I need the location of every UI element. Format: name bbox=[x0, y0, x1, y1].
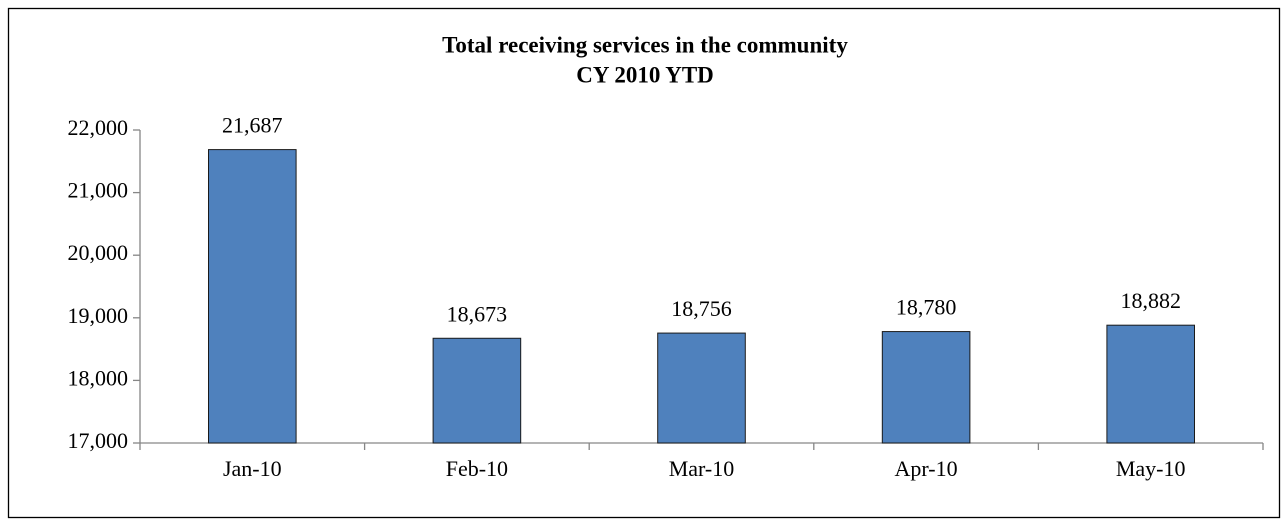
data-label: 18,882 bbox=[1120, 288, 1181, 313]
x-tick-label: Apr-10 bbox=[895, 456, 958, 481]
y-tick-label: 19,000 bbox=[68, 303, 129, 328]
bar bbox=[432, 337, 522, 444]
x-tick-label: Feb-10 bbox=[446, 456, 508, 481]
y-tick-label: 21,000 bbox=[68, 178, 129, 203]
x-tick-label: Jan-10 bbox=[223, 456, 282, 481]
data-label: 18,780 bbox=[896, 295, 957, 320]
x-tick-label: May-10 bbox=[1116, 456, 1186, 481]
bar bbox=[881, 331, 971, 444]
data-label: 21,687 bbox=[222, 113, 283, 138]
data-label: 18,673 bbox=[447, 301, 508, 326]
chart-title: Total receiving services in the communit… bbox=[442, 32, 848, 57]
y-tick-label: 18,000 bbox=[68, 365, 129, 390]
bar bbox=[208, 149, 297, 444]
x-tick-label: Mar-10 bbox=[669, 456, 735, 481]
data-label: 18,756 bbox=[671, 296, 732, 321]
y-tick-label: 22,000 bbox=[68, 115, 129, 140]
bar bbox=[1106, 324, 1195, 444]
chart-title: CY 2010 YTD bbox=[576, 62, 714, 87]
bar bbox=[657, 332, 746, 444]
y-tick-label: 20,000 bbox=[68, 240, 129, 265]
y-tick-label: 17,000 bbox=[68, 428, 129, 453]
